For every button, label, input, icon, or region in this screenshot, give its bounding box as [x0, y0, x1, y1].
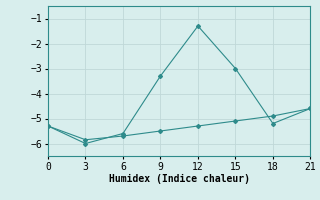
- X-axis label: Humidex (Indice chaleur): Humidex (Indice chaleur): [109, 174, 250, 184]
